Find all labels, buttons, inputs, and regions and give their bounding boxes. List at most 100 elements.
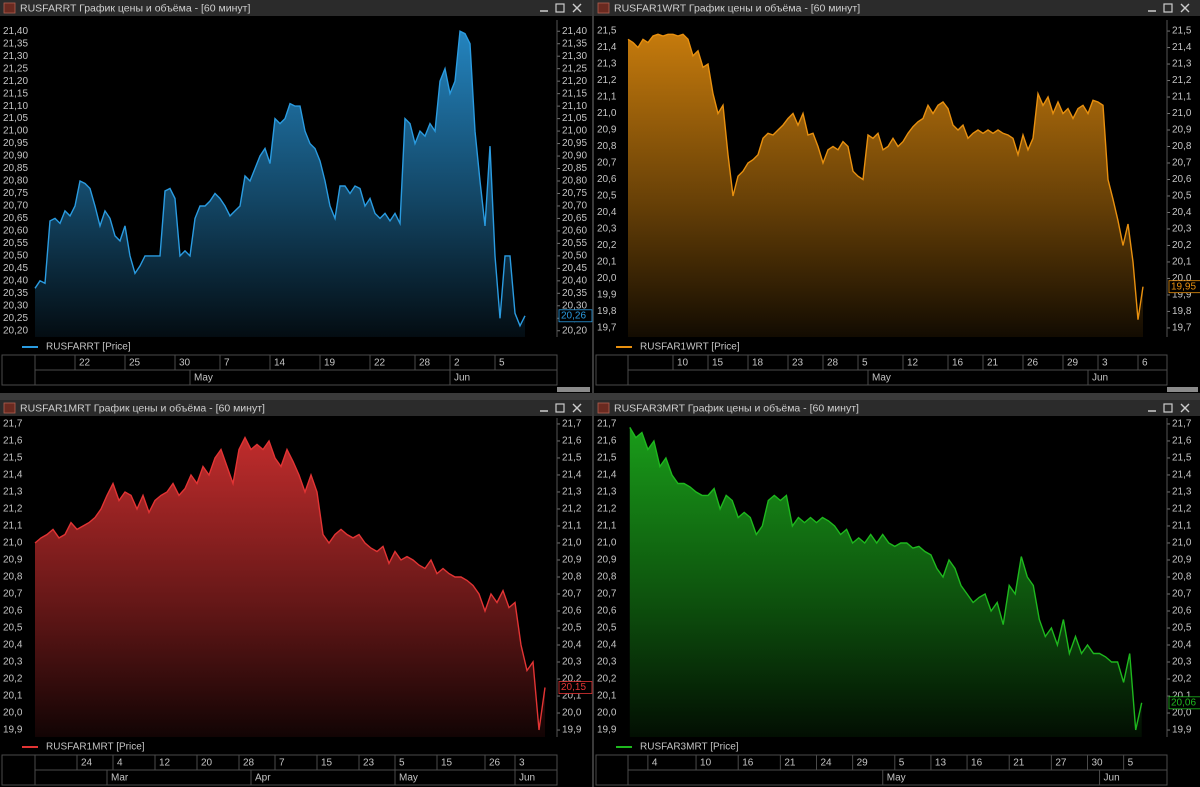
x-tick-label: 23 — [363, 758, 375, 769]
y-tick-label-left: 21,7 — [3, 419, 23, 430]
y-tick-label-left: 21,2 — [3, 504, 23, 515]
y-tick-label-right: 21,1 — [562, 521, 582, 532]
y-tick-label-right: 20,75 — [562, 188, 587, 199]
y-tick-label-left: 20,60 — [3, 226, 28, 237]
y-tick-label-right: 20,2 — [1172, 674, 1192, 685]
x-tick-label: 15 — [712, 358, 724, 369]
y-tick-label-right: 20,5 — [562, 623, 582, 634]
y-tick-label-right: 20,8 — [1172, 572, 1192, 583]
close-button[interactable] — [572, 403, 582, 413]
close-button[interactable] — [572, 3, 582, 13]
y-tick-label-left: 21,6 — [597, 436, 617, 447]
y-tick-label-right: 19,7 — [1172, 323, 1192, 334]
x-tick-label: 16 — [952, 358, 964, 369]
x-tick-label: 10 — [700, 758, 712, 769]
maximize-button[interactable] — [555, 403, 565, 413]
y-tick-label-right: 21,4 — [1172, 42, 1192, 53]
y-tick-label-right: 20,6 — [562, 606, 582, 617]
y-tick-label-left: 20,2 — [597, 240, 617, 251]
y-tick-label-right: 20,0 — [562, 708, 582, 719]
y-tick-label-left: 21,40 — [3, 26, 28, 37]
x-tick-label: 29 — [1067, 358, 1079, 369]
y-tick-label-left: 20,90 — [3, 151, 28, 162]
y-tick-label-right: 20,35 — [562, 288, 587, 299]
y-tick-label-right: 20,8 — [1172, 141, 1192, 152]
scrollbar[interactable] — [557, 387, 590, 392]
y-tick-label-left: 21,5 — [3, 453, 23, 464]
x-tick-label: 21 — [987, 358, 999, 369]
last-value-label: 20,26 — [561, 310, 586, 321]
x-tick-label: 5 — [1128, 758, 1134, 769]
month-label: May — [872, 373, 891, 384]
maximize-button[interactable] — [555, 3, 565, 13]
y-tick-label-right: 21,1 — [1172, 521, 1192, 532]
y-tick-label-right: 20,85 — [562, 163, 587, 174]
y-tick-label-left: 20,3 — [597, 224, 617, 235]
last-value-label: 20,06 — [1171, 697, 1196, 708]
month-label: Jun — [519, 773, 535, 784]
y-tick-label-right: 20,0 — [1172, 273, 1192, 284]
x-tick-label: 5 — [399, 758, 405, 769]
last-value-box — [558, 309, 593, 323]
scrollbar[interactable] — [1167, 387, 1198, 392]
x-tick-label: 10 — [677, 358, 689, 369]
x-tick-label: 25 — [129, 358, 141, 369]
y-tick-label-right: 20,3 — [1172, 657, 1192, 668]
x-tick-label: 28 — [419, 358, 431, 369]
price-line — [627, 33, 1144, 320]
close-button[interactable] — [1180, 403, 1190, 413]
y-tick-label-left: 20,1 — [597, 691, 617, 702]
y-tick-label-left: 21,20 — [3, 76, 28, 87]
y-tick-label-right: 20,7 — [1172, 158, 1192, 169]
y-tick-label-left: 20,50 — [3, 251, 28, 262]
price-line — [629, 427, 1143, 731]
y-tick-label-right: 21,6 — [1172, 436, 1192, 447]
title-bar — [0, 400, 592, 416]
legend-label: RUSFAR1MRT [Price] — [46, 742, 145, 753]
y-tick-label-left: 19,9 — [3, 725, 23, 736]
y-tick-label-right: 20,7 — [1172, 589, 1192, 600]
maximize-button[interactable] — [1163, 403, 1173, 413]
x-tick-label: 19 — [324, 358, 336, 369]
x-tick-label: 22 — [79, 358, 91, 369]
y-tick-label-right: 20,4 — [1172, 640, 1192, 651]
x-tick-label: 20 — [201, 758, 213, 769]
y-tick-label-left: 21,2 — [597, 504, 617, 515]
y-tick-label-right: 20,90 — [562, 151, 587, 162]
month-label: May — [194, 373, 213, 384]
y-tick-label-left: 21,35 — [3, 38, 28, 49]
window-icon — [3, 402, 16, 414]
y-tick-label-right: 20,1 — [562, 691, 582, 702]
y-tick-label-left: 20,75 — [3, 188, 28, 199]
y-tick-label-right: 19,9 — [1172, 290, 1192, 301]
y-tick-label-left: 21,10 — [3, 101, 28, 112]
x-tick-label: 24 — [81, 758, 93, 769]
y-tick-label-right: 21,0 — [562, 538, 582, 549]
x-tick-label: 16 — [971, 758, 983, 769]
x-tick-label: 3 — [1102, 358, 1108, 369]
y-tick-label-right: 21,2 — [1172, 504, 1192, 515]
y-tick-label-left: 20,9 — [3, 555, 23, 566]
axis-corner — [1, 754, 36, 786]
y-tick-label-right: 20,7 — [562, 589, 582, 600]
close-button[interactable] — [1180, 3, 1190, 13]
y-tick-label-right: 20,3 — [1172, 224, 1192, 235]
y-tick-label-left: 20,4 — [597, 207, 617, 218]
y-tick-label-right: 20,60 — [562, 226, 587, 237]
maximize-button[interactable] — [1163, 3, 1173, 13]
y-tick-label-left: 21,1 — [597, 92, 617, 103]
price-line — [34, 436, 546, 731]
x-tick-label: 16 — [742, 758, 754, 769]
y-tick-label-right: 21,4 — [562, 470, 582, 481]
x-tick-label: 26 — [1027, 358, 1039, 369]
y-tick-label-left: 21,4 — [597, 470, 617, 481]
y-tick-label-right: 20,5 — [1172, 191, 1192, 202]
x-tick-label: 5 — [862, 358, 868, 369]
y-tick-label-left: 21,0 — [597, 108, 617, 119]
y-tick-label-left: 21,4 — [597, 42, 617, 53]
month-label: Apr — [255, 773, 271, 784]
y-tick-label-right: 20,65 — [562, 213, 587, 224]
y-tick-label-left: 20,5 — [597, 191, 617, 202]
axis-corner — [595, 354, 629, 386]
y-tick-label-right: 21,2 — [562, 504, 582, 515]
